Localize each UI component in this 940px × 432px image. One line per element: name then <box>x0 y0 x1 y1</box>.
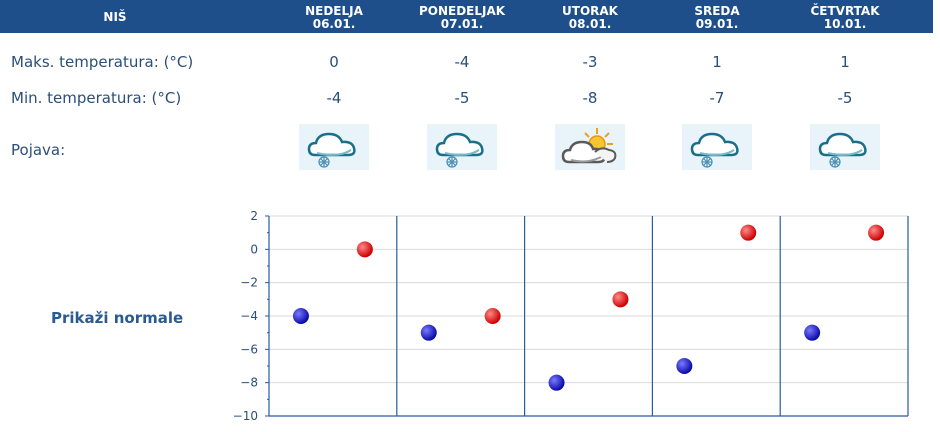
y-tick-label: −8 <box>240 376 258 390</box>
max-temp-marker <box>740 224 757 241</box>
day-name: ČETVRTAK <box>810 4 880 18</box>
snow-cloud-icon <box>427 124 497 170</box>
day-date: 10.01. <box>823 17 867 31</box>
max-temp-value: 0 <box>329 53 339 71</box>
y-tick-label: −6 <box>240 342 258 356</box>
snow-cloud-icon <box>682 124 752 170</box>
day-header-3: SREDA 09.01. <box>657 5 777 38</box>
snow-cloud-icon <box>810 124 880 170</box>
y-tick-label: −10 <box>233 409 258 423</box>
max-temp-value: -4 <box>454 53 470 71</box>
snow-cloud-icon <box>299 124 369 170</box>
y-tick-label: 0 <box>250 242 258 256</box>
forecast-header <box>0 0 933 33</box>
day-name: SREDA <box>694 4 740 18</box>
day-header-2: UTORAK 08.01. <box>530 5 650 38</box>
phenomenon-label: Pojava: <box>11 141 66 159</box>
max-temp-marker <box>484 308 501 324</box>
sun-cloud-icon <box>555 124 625 170</box>
min-temp-value: -5 <box>837 89 853 107</box>
day-date: 08.01. <box>568 17 612 31</box>
max-temp-value: 1 <box>712 53 722 71</box>
min-temp-value: -8 <box>582 89 598 107</box>
day-header-1: PONEDELJAK 07.01. <box>402 5 522 38</box>
max-temp-label: Maks. temperatura: (°C) <box>11 53 194 71</box>
day-header-0: NEDELJA 06.01. <box>274 5 394 38</box>
min-temp-value: -7 <box>709 89 725 107</box>
min-temp-marker <box>676 358 693 374</box>
max-temp-marker <box>356 241 373 258</box>
city-name: NIŠ <box>103 10 127 24</box>
min-temp-marker <box>804 324 821 341</box>
day-name: PONEDELJAK <box>418 4 506 18</box>
y-tick-label: −4 <box>240 309 258 323</box>
min-temp-marker <box>292 308 309 324</box>
min-temp-value: -4 <box>326 89 342 107</box>
day-date: 07.01. <box>440 17 484 31</box>
max-temp-value: -3 <box>582 53 598 71</box>
min-temp-marker <box>548 374 565 391</box>
max-temp-marker <box>868 224 885 241</box>
day-name: UTORAK <box>562 4 618 18</box>
min-temp-value: -5 <box>454 89 470 107</box>
day-date: 09.01. <box>695 17 739 31</box>
min-temp-marker <box>420 324 437 341</box>
day-name: NEDELJA <box>305 4 363 18</box>
max-temp-value: 1 <box>840 53 850 71</box>
day-date: 06.01. <box>312 17 356 31</box>
day-header-4: ČETVRTAK 10.01. <box>785 5 905 38</box>
y-tick-label: −2 <box>240 276 258 290</box>
max-temp-marker <box>612 291 629 308</box>
show-normals-link[interactable]: Prikaži normale <box>51 309 184 327</box>
y-tick-label: 2 <box>250 209 258 223</box>
min-temp-label: Min. temperatura: (°C) <box>11 89 182 107</box>
